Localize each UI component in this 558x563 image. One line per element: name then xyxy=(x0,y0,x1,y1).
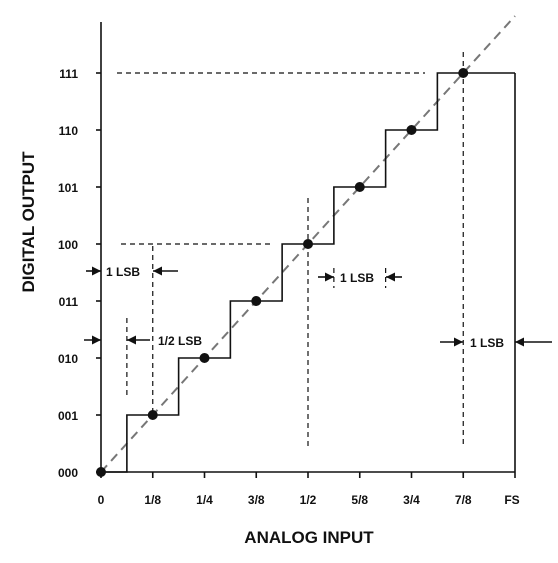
arrow-head xyxy=(127,335,136,345)
x-tick-label: 3/4 xyxy=(403,493,420,507)
x-tick-label: 1/4 xyxy=(196,493,213,507)
arrow-head xyxy=(386,272,395,282)
x-tick-label: 1/8 xyxy=(144,493,161,507)
annotation-label: 1 LSB xyxy=(470,336,504,350)
arrow-head xyxy=(153,266,162,276)
guide-lines xyxy=(117,52,464,448)
y-tick-labels: 000 001 010 011 100 101 110 111 xyxy=(58,67,78,480)
y-tick-label: 011 xyxy=(59,295,79,309)
x-tick-label: 7/8 xyxy=(455,493,472,507)
annotation-label: 1/2 LSB xyxy=(158,334,202,348)
y-tick-label: 001 xyxy=(58,409,78,423)
x-tick-label: 5/8 xyxy=(351,493,368,507)
y-tick-label: 010 xyxy=(58,352,78,366)
code-center-dot xyxy=(406,125,417,135)
y-tick-label: 111 xyxy=(59,67,78,81)
annotation-label: 1 LSB xyxy=(340,271,374,285)
lsb-annotations: 1 LSB 1/2 LSB 1 LSB 1 LSB xyxy=(84,265,552,350)
y-tick-label: 100 xyxy=(58,238,78,252)
arrow-head xyxy=(92,266,101,276)
code-center-dot xyxy=(96,467,106,477)
plot-frame xyxy=(96,22,516,478)
y-axis-title: DIGITAL OUTPUT xyxy=(19,151,38,293)
arrow-head xyxy=(515,337,524,347)
y-tick-label: 110 xyxy=(59,124,79,138)
arrow-head xyxy=(92,335,101,345)
arrow-head xyxy=(454,337,463,347)
x-tick-label: 0 xyxy=(98,493,105,507)
y-tick-label: 101 xyxy=(58,181,78,195)
x-tick-label: FS xyxy=(504,493,519,507)
code-center-dot xyxy=(303,239,313,249)
x-tick-label: 1/2 xyxy=(300,493,317,507)
code-center-dot xyxy=(458,68,469,78)
y-tick-label: 000 xyxy=(58,466,78,480)
code-center-dot xyxy=(354,182,365,192)
code-center-dot xyxy=(251,296,262,306)
annotation-label: 1 LSB xyxy=(106,265,140,279)
x-axis-title: ANALOG INPUT xyxy=(244,528,374,547)
code-center-dot xyxy=(147,410,158,420)
x-tick-labels: 0 1/8 1/4 3/8 1/2 5/8 3/4 7/8 FS xyxy=(98,493,520,507)
arrow-head xyxy=(325,272,334,282)
x-tick-label: 3/8 xyxy=(248,493,265,507)
code-center-dot xyxy=(199,353,210,363)
code-center-points xyxy=(96,68,469,477)
